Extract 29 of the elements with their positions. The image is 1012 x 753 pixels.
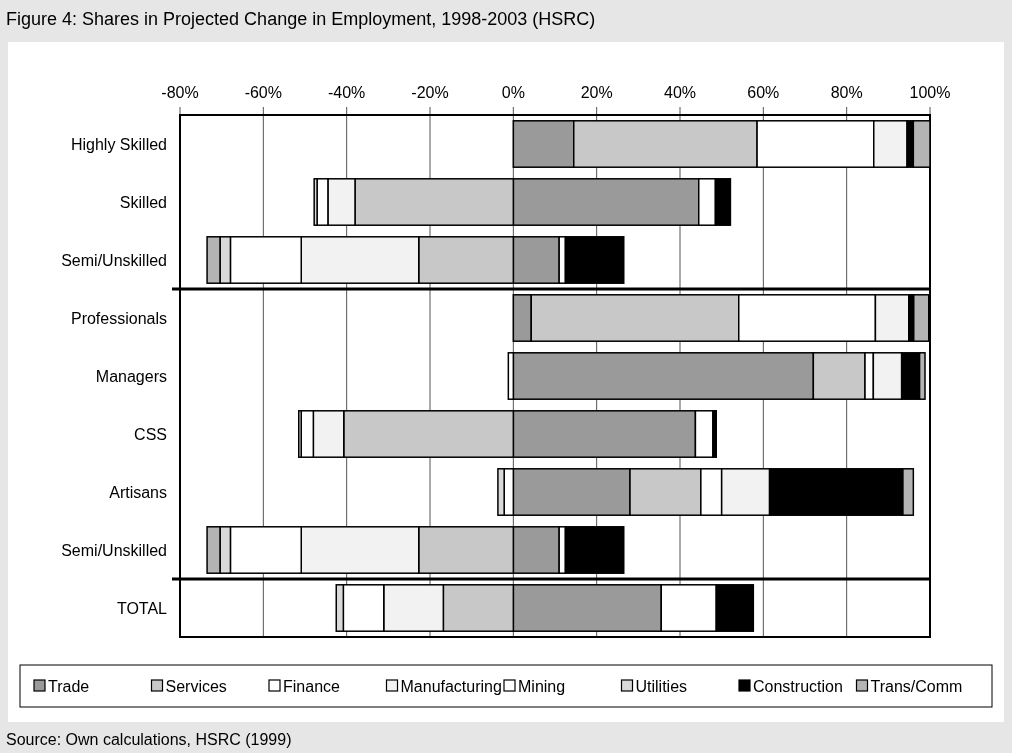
legend-label: Mining bbox=[518, 678, 566, 695]
x-tick-label: -20% bbox=[411, 84, 449, 101]
legend-label: Manufacturing bbox=[400, 678, 502, 695]
y-tick-label: CSS bbox=[134, 426, 167, 443]
chart-title: Figure 4: Shares in Projected Change in Employment, 1998-2003 (HSRC) bbox=[6, 9, 596, 29]
y-tick-label: Managers bbox=[95, 368, 167, 385]
x-tick-label: 40% bbox=[663, 84, 697, 101]
legend-label: Trade bbox=[48, 678, 90, 695]
x-tick-label: 20% bbox=[580, 84, 613, 101]
legend-label: Utilities bbox=[635, 678, 688, 695]
y-tick-label: Skilled bbox=[119, 194, 167, 211]
source-note: Source: Own calculations, HSRC (1999) bbox=[6, 731, 292, 748]
x-tick-label: 60% bbox=[747, 84, 780, 101]
y-tick-label: Professionals bbox=[70, 310, 167, 327]
legend-label: Trans/Comm bbox=[870, 678, 963, 695]
y-tick-label: Semi/Unskilled bbox=[61, 252, 167, 269]
x-tick-label: 0% bbox=[501, 84, 525, 101]
legend-label: Services bbox=[165, 678, 227, 695]
legend-label: Construction bbox=[753, 678, 843, 695]
y-tick-label: Artisans bbox=[109, 484, 167, 501]
y-tick-label: Semi/Unskilled bbox=[61, 542, 167, 559]
legend-label: Finance bbox=[283, 678, 341, 695]
x-tick-label: 100% bbox=[909, 84, 951, 101]
x-tick-label: -60% bbox=[244, 84, 283, 101]
y-tick-label: TOTAL bbox=[116, 600, 168, 617]
y-tick-label: Highly Skilled bbox=[70, 136, 167, 153]
x-tick-label: -40% bbox=[327, 84, 366, 101]
x-tick-label: 80% bbox=[830, 84, 863, 101]
x-tick-label: -80% bbox=[161, 84, 199, 101]
